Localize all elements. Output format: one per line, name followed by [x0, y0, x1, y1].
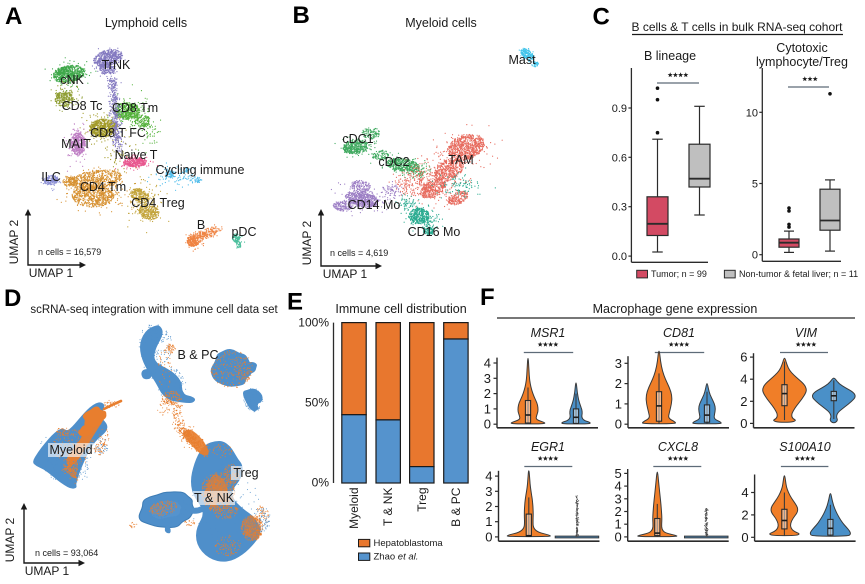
svg-text:3: 3 [485, 484, 492, 499]
svg-text:CD4 Tm: CD4 Tm [80, 180, 126, 194]
svg-text:UMAP 2: UMAP 2 [3, 517, 17, 562]
svg-text:100%: 100% [298, 316, 329, 330]
svg-text:CXCL8: CXCL8 [658, 440, 698, 454]
svg-text:0.0: 0.0 [612, 251, 627, 263]
svg-text:CD81: CD81 [663, 326, 695, 340]
svg-text:UMAP 1: UMAP 1 [323, 267, 368, 281]
svg-text:Hepatoblastoma: Hepatoblastoma [374, 538, 444, 549]
svg-text:T & NK: T & NK [194, 491, 235, 505]
svg-text:pDC: pDC [231, 225, 256, 239]
svg-text:4: 4 [614, 479, 621, 494]
svg-text:CD14 Mo: CD14 Mo [348, 198, 401, 212]
svg-text:UMAP 1: UMAP 1 [25, 564, 70, 578]
svg-text:n cells = 4,619: n cells = 4,619 [330, 248, 388, 258]
svg-text:3: 3 [615, 356, 622, 371]
svg-text:S100A10: S100A10 [779, 440, 830, 454]
svg-text:1: 1 [485, 514, 492, 529]
svg-text:4: 4 [740, 372, 747, 387]
svg-text:5: 5 [614, 466, 621, 481]
svg-text:B & PC: B & PC [449, 487, 463, 527]
svg-text:0.3: 0.3 [612, 202, 627, 214]
svg-text:B cells & T cells in bulk RNA-: B cells & T cells in bulk RNA-seq cohort [632, 20, 844, 34]
svg-text:CD4 Treg: CD4 Treg [131, 196, 185, 210]
svg-text:1: 1 [484, 401, 491, 416]
svg-text:Lymphoid cells: Lymphoid cells [105, 16, 187, 30]
svg-text:Immune cell distribution: Immune cell distribution [335, 302, 466, 316]
svg-text:2: 2 [615, 376, 622, 391]
svg-text:Treg: Treg [415, 488, 429, 512]
svg-text:scRNA-seq integration with imm: scRNA-seq integration with immune cell d… [30, 304, 278, 316]
svg-text:MSR1: MSR1 [531, 326, 566, 340]
svg-text:cDC1: cDC1 [342, 132, 373, 146]
svg-text:0.6: 0.6 [612, 152, 627, 164]
svg-text:4: 4 [741, 485, 748, 500]
svg-text:cDC2: cDC2 [378, 155, 409, 169]
svg-text:E: E [287, 289, 303, 316]
svg-text:UMAP 1: UMAP 1 [29, 266, 74, 280]
svg-text:TAM: TAM [448, 153, 473, 167]
svg-text:Tumor; n = 99: Tumor; n = 99 [651, 269, 707, 279]
svg-text:B: B [197, 218, 205, 232]
svg-text:EGR1: EGR1 [531, 440, 565, 454]
svg-text:0: 0 [485, 529, 492, 544]
svg-text:4: 4 [485, 469, 492, 484]
svg-text:C: C [593, 3, 610, 30]
svg-text:0%: 0% [312, 476, 330, 490]
svg-text:50%: 50% [305, 396, 329, 410]
svg-text:3: 3 [484, 371, 491, 386]
svg-text:0: 0 [740, 416, 747, 431]
svg-text:lymphocyte/Treg: lymphocyte/Treg [756, 55, 848, 69]
svg-text:CD8 Tc: CD8 Tc [62, 99, 103, 113]
svg-text:ILC: ILC [41, 170, 60, 184]
svg-text:Cycling immune: Cycling immune [156, 163, 245, 177]
svg-text:0: 0 [615, 417, 622, 432]
svg-text:0.9: 0.9 [612, 103, 627, 115]
svg-text:4: 4 [484, 356, 491, 371]
svg-text:B: B [293, 2, 310, 29]
svg-text:UMAP 2: UMAP 2 [300, 220, 314, 265]
svg-text:Myeloid: Myeloid [347, 488, 361, 529]
svg-text:Macrophage gene expression: Macrophage gene expression [593, 302, 758, 316]
svg-text:1: 1 [614, 517, 621, 532]
svg-text:6: 6 [740, 350, 747, 365]
svg-text:UMAP 2: UMAP 2 [7, 219, 21, 264]
svg-text:0: 0 [484, 417, 491, 432]
svg-text:n cells = 16,579: n cells = 16,579 [38, 247, 101, 257]
svg-text:B lineage: B lineage [644, 49, 696, 63]
svg-text:Myeloid cells: Myeloid cells [405, 16, 477, 30]
svg-text:CD8 Tm: CD8 Tm [112, 101, 158, 115]
svg-text:VIM: VIM [795, 326, 818, 340]
svg-text:CD16 Mo: CD16 Mo [408, 225, 461, 239]
svg-text:A: A [5, 3, 22, 30]
svg-text:2: 2 [485, 499, 492, 514]
svg-text:Cytotoxic: Cytotoxic [776, 41, 827, 55]
svg-text:0: 0 [752, 250, 758, 262]
svg-text:Zhao et al.: Zhao et al. [374, 552, 419, 563]
svg-text:2: 2 [741, 507, 748, 522]
svg-text:0: 0 [614, 529, 621, 544]
svg-text:CD8 T FC: CD8 T FC [90, 126, 146, 140]
svg-text:5: 5 [752, 179, 758, 191]
svg-text:Naive T: Naive T [115, 148, 158, 162]
svg-text:3: 3 [614, 491, 621, 506]
svg-text:cNK: cNK [60, 73, 84, 87]
svg-text:Myeloid: Myeloid [49, 443, 92, 457]
svg-text:10: 10 [746, 107, 758, 119]
svg-text:2: 2 [740, 394, 747, 409]
svg-text:2: 2 [484, 386, 491, 401]
svg-text:TrNK: TrNK [102, 58, 131, 72]
svg-text:D: D [4, 285, 21, 312]
svg-text:Mast: Mast [508, 53, 536, 67]
svg-text:2: 2 [614, 504, 621, 519]
svg-text:Non-tumor & fetal liver; n = 1: Non-tumor & fetal liver; n = 11 [739, 269, 858, 279]
svg-text:MAIT: MAIT [61, 137, 91, 151]
svg-text:B & PC: B & PC [178, 348, 219, 362]
svg-text:1: 1 [615, 396, 622, 411]
svg-text:F: F [480, 284, 495, 311]
svg-text:0: 0 [741, 530, 748, 545]
svg-text:n cells = 93,064: n cells = 93,064 [35, 548, 98, 558]
svg-text:Treg: Treg [233, 466, 258, 480]
svg-text:T & NK: T & NK [381, 488, 395, 526]
